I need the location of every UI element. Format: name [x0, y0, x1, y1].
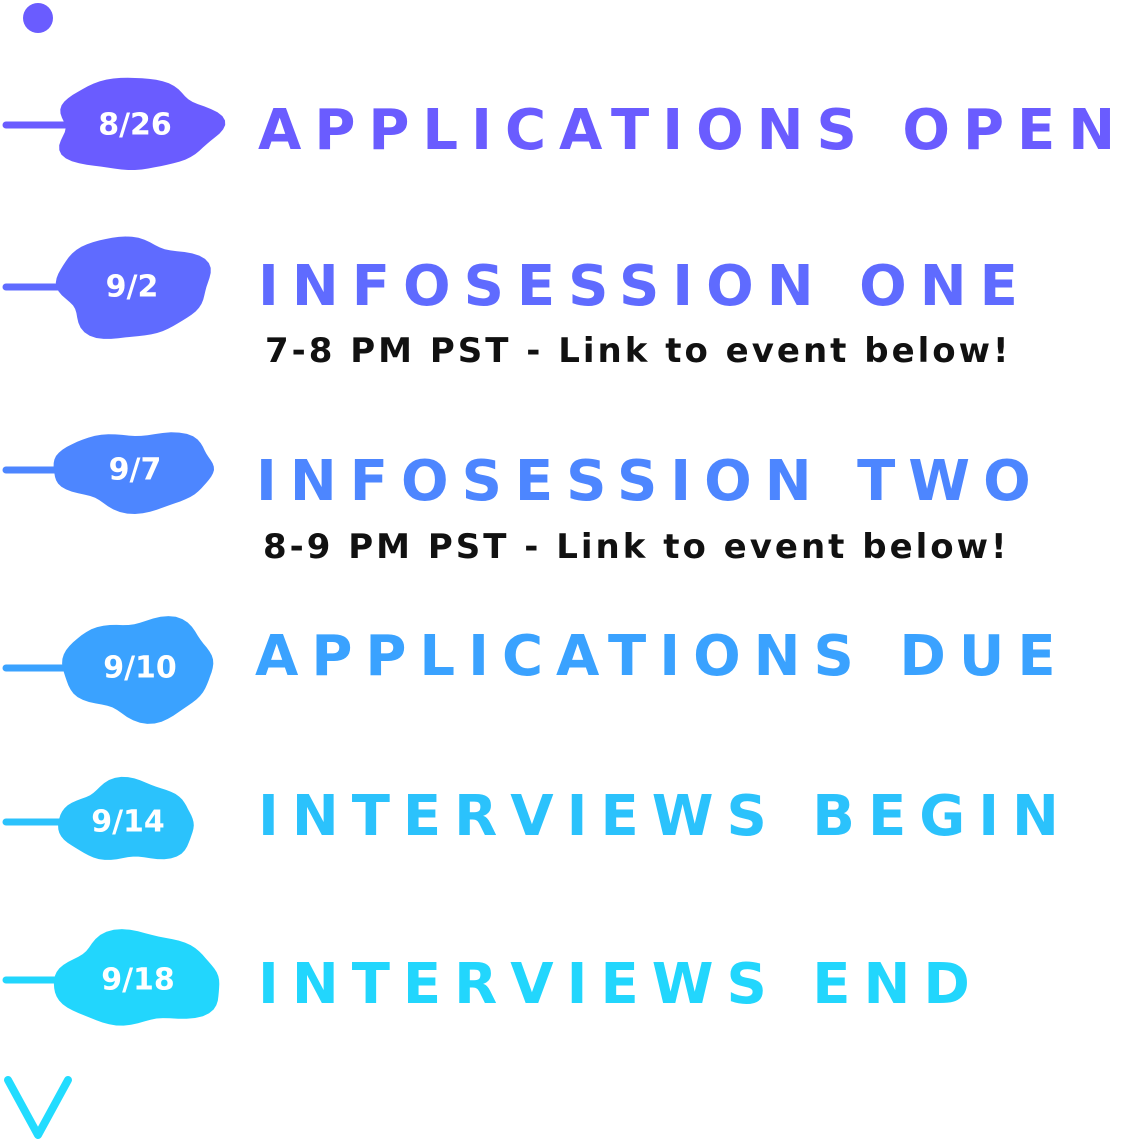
- date-blob: [62, 616, 214, 724]
- date-blob: [59, 77, 226, 170]
- event-title-interviews-begin: INTERVIEWS BEGIN: [258, 784, 1072, 849]
- event-title-applications-open: APPLICATIONS OPEN: [258, 98, 1129, 163]
- date-label: 9/2: [106, 270, 159, 305]
- date-label: 8/26: [98, 108, 172, 143]
- date-blob: [53, 929, 220, 1026]
- event-subtitle-infosession-one: 7-8 PM PST - Link to event below!: [265, 331, 1012, 371]
- date-blob: [58, 776, 194, 860]
- date-blob: [55, 236, 211, 339]
- event-title-infosession-one: INFOSESSION ONE: [258, 254, 1031, 319]
- event-title-interviews-end: INTERVIEWS END: [258, 952, 983, 1017]
- event-title-applications-due: APPLICATIONS DUE: [255, 624, 1069, 689]
- date-label: 9/7: [109, 453, 162, 488]
- event-title-infosession-two: INFOSESSION TWO: [256, 449, 1044, 514]
- date-label: 9/18: [101, 963, 175, 998]
- date-blob: [53, 432, 214, 514]
- date-label: 9/14: [91, 805, 165, 840]
- event-subtitle-infosession-two: 8-9 PM PST - Link to event below!: [263, 527, 1010, 567]
- date-label: 9/10: [103, 651, 177, 686]
- timeline-arrow-head: [4, 1076, 72, 1139]
